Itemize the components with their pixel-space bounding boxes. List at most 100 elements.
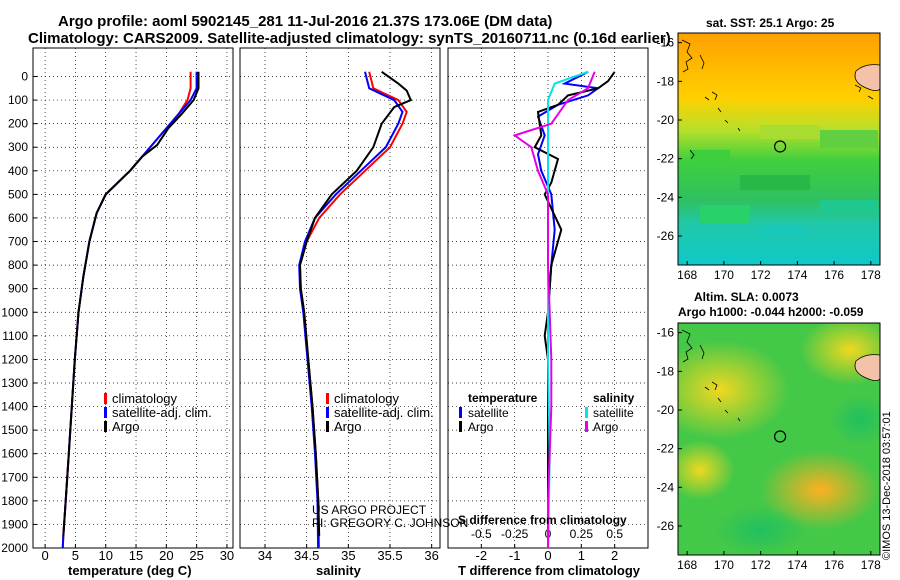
x-tick-label: 25 bbox=[189, 548, 203, 563]
salinity-diff-legend: salinity satellite Argo bbox=[585, 391, 635, 434]
legend-argo-label: Argo bbox=[112, 419, 139, 434]
y-tick-label: 1100 bbox=[2, 329, 28, 343]
y-tick-label: 1800 bbox=[1, 494, 28, 508]
title-line-2: Climatology: CARS2009. Satellite-adjuste… bbox=[28, 30, 671, 47]
x-tick-label: -2 bbox=[476, 548, 488, 563]
lon-tick-label: 168 bbox=[677, 558, 697, 572]
temperature-panel: 0100200300400500600700800900100011001200… bbox=[1, 47, 234, 578]
legend-t-satellite-label: satellite bbox=[468, 406, 509, 420]
lat-tick-label: -26 bbox=[657, 519, 675, 533]
y-tick-label: 1200 bbox=[1, 352, 28, 366]
lat-tick-label: -18 bbox=[657, 74, 675, 88]
salinity-tick-labels: 34 34.5 35 35.5 36 bbox=[258, 544, 439, 563]
sst-map-panel: sat. SST: 25.1 Argo: 25 -16-18-20-22-24-… bbox=[657, 16, 881, 282]
legend-climatology-swatch bbox=[326, 393, 329, 404]
legend-argo-swatch bbox=[104, 421, 107, 432]
sla-map-panel: Altim. SLA: 0.0073 Argo h1000: -0.044 h2… bbox=[657, 290, 881, 572]
temperature-tick-labels: 0 5 10 15 20 25 30 bbox=[42, 544, 234, 563]
x-tick-label: 0 bbox=[42, 548, 49, 563]
s-diff-tick-label: 0.5 bbox=[606, 527, 623, 541]
temperature-diff-legend: temperature satellite Argo bbox=[459, 391, 538, 434]
sst-lat-tick-labels: -16 -18 -20 -22 -24 -26 bbox=[657, 36, 682, 243]
x-tick-label: 36 bbox=[424, 548, 438, 563]
sst-patch bbox=[700, 205, 750, 223]
s-diff-tick-label: 0.25 bbox=[570, 527, 594, 541]
legend-s-argo-swatch bbox=[585, 421, 588, 432]
sla-map-subtitle: Argo h1000: -0.044 h2000: -0.059 bbox=[678, 305, 864, 319]
y-tick-label: 100 bbox=[8, 93, 28, 107]
depth-tick-labels: 0 100 200 300 400 500 600 700 800 900 1000 1100 1200… bbox=[1, 70, 37, 555]
difference-profiles bbox=[512, 70, 616, 548]
legend-t-satellite-swatch bbox=[459, 407, 462, 418]
lat-tick-label: -18 bbox=[657, 364, 675, 378]
legend-satellite-swatch bbox=[326, 407, 329, 418]
series-line bbox=[62, 71, 200, 537]
legend-climatology-label: climatology bbox=[112, 391, 178, 406]
legend-argo-label: Argo bbox=[334, 419, 361, 434]
lat-tick-label: -22 bbox=[657, 442, 675, 456]
sla-field-high bbox=[678, 440, 735, 500]
lat-tick-label: -26 bbox=[657, 229, 675, 243]
temperature-legend: climatology satellite-adj. clim. Argo bbox=[104, 391, 212, 434]
x-tick-label: 15 bbox=[129, 548, 143, 563]
lat-tick-label: -16 bbox=[657, 326, 675, 340]
legend-t-argo-label: Argo bbox=[468, 420, 494, 434]
sla-field-high bbox=[760, 450, 880, 530]
lon-tick-label: 172 bbox=[751, 558, 771, 572]
sst-patch bbox=[760, 125, 820, 139]
legend-t-argo-swatch bbox=[459, 421, 462, 432]
x-tick-label: -1 bbox=[509, 548, 521, 563]
y-tick-label: 1500 bbox=[1, 423, 28, 437]
x-tick-label: 5 bbox=[72, 548, 79, 563]
argo-location-marker bbox=[774, 140, 787, 153]
x-tick-label: 1 bbox=[578, 548, 585, 563]
sla-map-frame bbox=[677, 322, 881, 556]
y-tick-label: 800 bbox=[8, 258, 28, 272]
legend-s-argo-label: Argo bbox=[593, 420, 619, 434]
sla-field-low bbox=[830, 395, 880, 445]
sst-coastline bbox=[854, 64, 880, 91]
y-tick-label: 200 bbox=[8, 117, 28, 131]
sst-map-title: sat. SST: 25.1 Argo: 25 bbox=[706, 16, 835, 30]
y-tick-label: 700 bbox=[8, 235, 28, 249]
sst-coastline bbox=[854, 84, 874, 100]
legend-s-satellite-swatch bbox=[585, 407, 588, 418]
sst-patch bbox=[820, 200, 878, 214]
sla-field-high bbox=[678, 340, 790, 440]
y-tick-label: 1400 bbox=[1, 400, 28, 414]
y-tick-label: 1300 bbox=[1, 376, 28, 390]
legend-argo-swatch bbox=[326, 421, 329, 432]
series-line bbox=[547, 70, 589, 548]
temperature-x-label: temperature (deg C) bbox=[68, 563, 192, 578]
x-tick-label: 34.5 bbox=[294, 548, 319, 563]
sst-lon-tick-labels: 168 170 172 174 176 178 bbox=[677, 261, 881, 282]
x-tick-label: 10 bbox=[98, 548, 112, 563]
s-difference-label: S difference from climatology bbox=[458, 513, 627, 527]
salinity-plot-frame bbox=[239, 47, 441, 549]
y-tick-label: 1900 bbox=[1, 517, 28, 531]
series-line bbox=[298, 70, 413, 537]
y-tick-label: 1000 bbox=[1, 305, 28, 319]
series-line bbox=[61, 71, 198, 548]
sla-map-title: Altim. SLA: 0.0073 bbox=[694, 290, 799, 304]
lon-tick-label: 170 bbox=[714, 558, 734, 572]
lat-tick-label: -24 bbox=[657, 480, 675, 494]
lon-tick-label: 172 bbox=[751, 268, 771, 282]
s-diff-tick-label: -0.25 bbox=[501, 527, 529, 541]
legend-s-satellite-label: satellite bbox=[593, 406, 634, 420]
sst-patches bbox=[690, 125, 878, 235]
y-tick-label: 400 bbox=[8, 164, 28, 178]
sla-coastline bbox=[681, 329, 741, 422]
legend-temperature-title: temperature bbox=[468, 391, 538, 405]
legend-climatology-swatch bbox=[104, 393, 107, 404]
salinity-x-label: salinity bbox=[316, 563, 362, 578]
credit-line-1: US ARGO PROJECT bbox=[312, 503, 427, 517]
salinity-profiles bbox=[298, 70, 413, 548]
argo-location-marker bbox=[774, 430, 787, 443]
s-diff-tick-label: -0.5 bbox=[471, 527, 492, 541]
lon-tick-label: 168 bbox=[677, 268, 697, 282]
sst-map-frame bbox=[677, 32, 881, 266]
series-line bbox=[298, 71, 404, 548]
temperature-grid bbox=[33, 48, 233, 548]
lat-tick-label: -24 bbox=[657, 190, 675, 204]
